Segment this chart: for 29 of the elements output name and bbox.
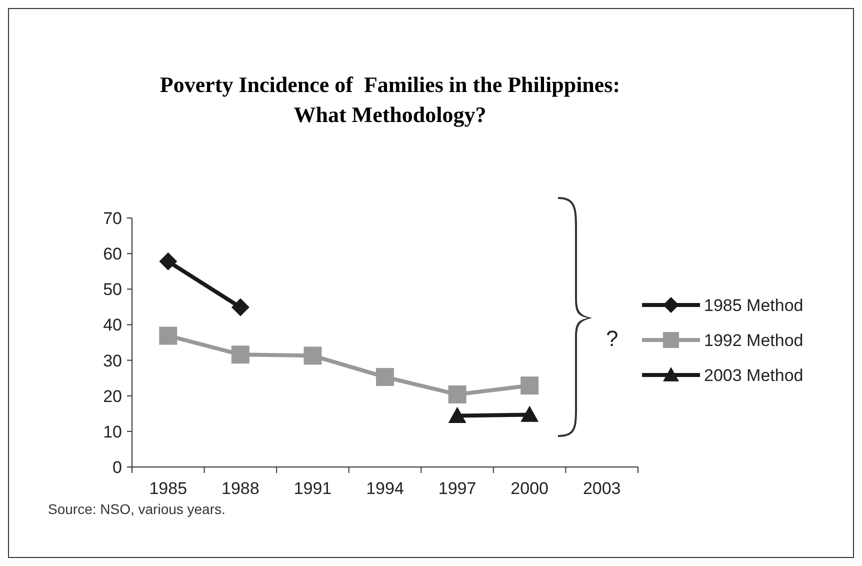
y-tick-label: 30 bbox=[103, 351, 122, 370]
point bbox=[448, 385, 466, 404]
y-tick-label: 20 bbox=[103, 386, 122, 406]
source-note: Source: NSO, various years. bbox=[48, 501, 226, 517]
legend-label: 1992 Method bbox=[704, 331, 804, 350]
x-tick-label: 1988 bbox=[222, 479, 260, 498]
annotation: ? bbox=[606, 326, 618, 351]
legend-label: 1985 Method bbox=[704, 296, 804, 315]
point bbox=[159, 252, 178, 270]
point bbox=[159, 326, 178, 345]
point bbox=[231, 298, 250, 316]
legend-label: 2003 Method bbox=[704, 366, 804, 385]
y-tick-label: 40 bbox=[103, 316, 122, 335]
x-tick-label: 1997 bbox=[438, 479, 476, 498]
y-tick-label: 0 bbox=[112, 458, 122, 477]
y-tick-label: 70 bbox=[103, 209, 122, 228]
y-tick-label: 10 bbox=[103, 422, 122, 442]
x-tick-label: 1994 bbox=[366, 479, 404, 498]
chart-title: Poverty Incidence of Families in the Philippines: What Methodology? bbox=[160, 72, 620, 127]
point bbox=[304, 346, 322, 365]
x-tick-label: 1991 bbox=[294, 479, 332, 498]
x-tick-label: 2000 bbox=[510, 479, 548, 498]
x-tick-label: 1985 bbox=[149, 479, 188, 498]
point bbox=[231, 346, 250, 364]
y-tick-label: 60 bbox=[103, 244, 122, 264]
x-tick-label: 2003 bbox=[582, 479, 621, 498]
y-tick-label: 50 bbox=[103, 280, 122, 300]
point bbox=[520, 376, 539, 395]
point bbox=[376, 368, 394, 386]
